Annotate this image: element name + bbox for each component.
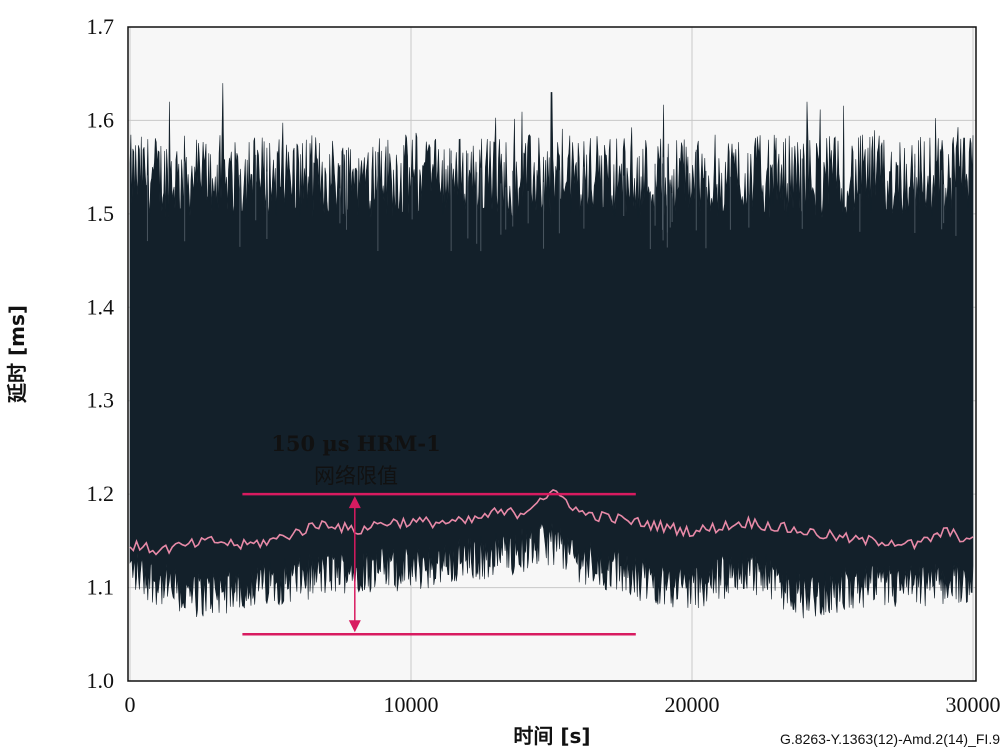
x-axis-title: 时间 [s] (513, 724, 590, 748)
y-tick-label-2: 1.2 (87, 481, 115, 506)
limit-band (242, 492, 636, 636)
y-axis-title: 延时 [ms] (5, 305, 29, 404)
figure-id: G.8263-Y.1363(12)-Amd.2(14)_FI.9 (780, 731, 1000, 747)
y-tick-label-6: 1.6 (87, 107, 115, 132)
x-tick-label-3: 30000 (946, 692, 1001, 717)
min-delay-line (129, 488, 974, 556)
y-tick-label-0: 1.0 (87, 668, 115, 693)
x-tick-label-0: 0 (125, 692, 136, 717)
annotation-limit-title: 150 µs HRM-1 (271, 431, 441, 456)
y-tick-label-4: 1.4 (87, 294, 115, 319)
y-tick-labels: 1.0 1.1 1.2 1.3 1.4 1.5 1.6 1.7 (87, 14, 115, 693)
y-tick-label-1: 1.1 (87, 575, 115, 600)
annotation-limit-subtitle: 网络限值 (314, 464, 398, 488)
limit-arrow-head-down (348, 620, 361, 633)
delay-series-area (129, 83, 974, 619)
plot-frame (127, 26, 977, 682)
x-tick-labels: 0 10000 20000 30000 (125, 692, 1001, 717)
y-tick-label-3: 1.3 (87, 388, 115, 413)
x-tick-label-2: 20000 (665, 692, 720, 717)
y-tick-label-5: 1.5 (87, 201, 115, 226)
delay-series (129, 83, 974, 619)
min-delay-series (129, 488, 974, 556)
x-tick-label-1: 10000 (384, 692, 439, 717)
y-tick-label-7: 1.7 (87, 14, 115, 39)
limit-arrow-head-up (348, 496, 361, 509)
